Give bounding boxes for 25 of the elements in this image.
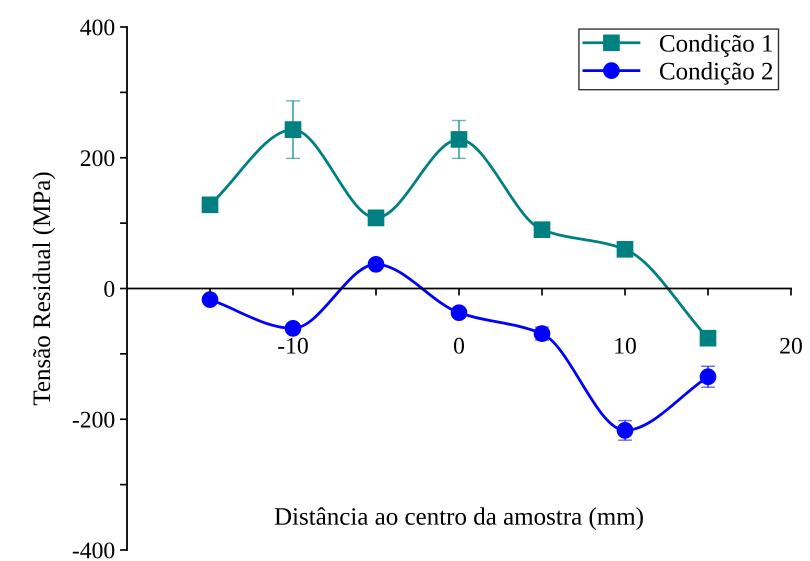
x-axis-title: Distância ao centro da amostra (mm) [274,507,643,530]
y-tick-label: -200 [72,412,114,428]
legend-label: Condição 1 [660,34,772,57]
x-tick-label: 0 [454,338,464,354]
point [450,304,468,322]
y-tick-label: 400 [80,19,114,36]
point [616,240,634,258]
y-axis-title: Tensão Residual (MPa) [32,172,56,406]
point [202,196,218,214]
point [284,320,302,337]
x-tick-label: -10 [278,338,308,354]
legend-label: Condição 2 [660,62,772,85]
point [534,221,550,238]
y-tick-label: -400 [72,542,114,558]
point [700,330,716,347]
point [368,210,384,226]
point [450,131,468,148]
point [700,368,716,386]
y-tick-label: 0 [104,280,114,297]
y-tick-label: 200 [80,150,114,166]
x-tick-label: 10 [615,338,636,354]
point [368,256,384,273]
point [202,291,218,308]
point [284,121,302,138]
x-tick-label: 20 [780,338,802,354]
